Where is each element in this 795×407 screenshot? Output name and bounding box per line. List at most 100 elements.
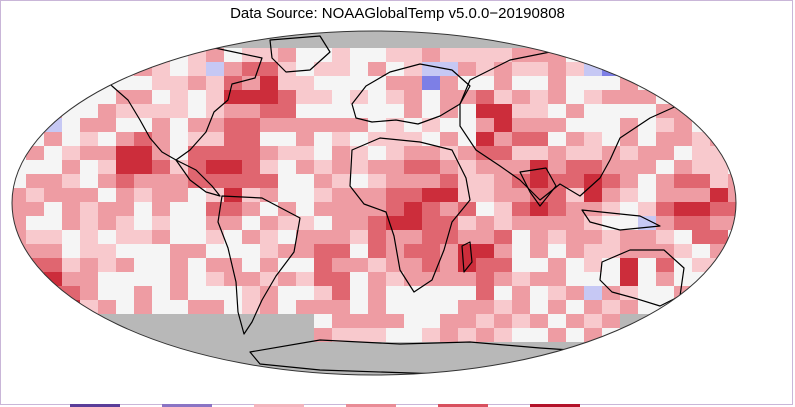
grid-cell: [152, 104, 171, 119]
grid-cell: [26, 146, 45, 161]
grid-cell: [206, 216, 225, 231]
grid-cell: [620, 272, 639, 287]
grid-cell: [674, 34, 693, 49]
grid-cell: [494, 230, 513, 245]
grid-cell: [62, 342, 81, 357]
grid-cell: [404, 314, 423, 329]
grid-cell: [188, 370, 207, 375]
grid-cell: [188, 146, 207, 161]
grid-cell: [242, 216, 261, 231]
grid-cell: [620, 174, 639, 189]
grid-cell: [278, 48, 297, 63]
south-america-outline: [217, 195, 301, 335]
grid-cell: [206, 62, 225, 77]
grid-cell: [656, 230, 675, 245]
grid-cell: [44, 258, 63, 273]
grid-cell: [296, 314, 315, 329]
grid-cell: [152, 286, 171, 301]
grid-cell: [350, 356, 369, 371]
grid-cell: [170, 34, 189, 49]
grid-cell: [602, 370, 621, 375]
grid-cell: [548, 146, 567, 161]
grid-cell: [620, 244, 639, 259]
grid-cell: [98, 48, 117, 63]
grid-cell: [80, 370, 99, 375]
grid-cell: [548, 48, 567, 63]
grid-cell: [80, 328, 99, 343]
grid-cell: [278, 216, 297, 231]
grid-cell: [12, 300, 27, 315]
grid-cell: [98, 188, 117, 203]
grid-cell: [728, 90, 736, 105]
grid-cell: [404, 174, 423, 189]
grid-cell: [80, 160, 99, 175]
grid-cell: [152, 48, 171, 63]
india-outline: [519, 167, 557, 207]
grid-cell: [296, 160, 315, 175]
grid-cell: [386, 118, 405, 133]
grid-cell: [458, 174, 477, 189]
grid-cell: [728, 328, 736, 343]
grid-cell: [332, 31, 351, 35]
grid-cell: [152, 160, 171, 175]
grid-cell: [368, 216, 387, 231]
grid-cell: [170, 370, 189, 375]
grid-cell: [476, 300, 495, 315]
grid-cell: [566, 216, 585, 231]
grid-cell: [12, 286, 27, 301]
grid-cell: [260, 31, 279, 35]
grid-cell: [584, 118, 603, 133]
grid-cell: [278, 272, 297, 287]
grid-cell: [458, 258, 477, 273]
grid-cell: [602, 48, 621, 63]
grid-cell: [350, 258, 369, 273]
grid-cell: [458, 62, 477, 77]
grid-cell: [548, 300, 567, 315]
grid-cell: [62, 132, 81, 147]
grid-cell: [566, 146, 585, 161]
grid-cell: [368, 118, 387, 133]
grid-cell: [116, 104, 135, 119]
grid-cell: [584, 342, 603, 357]
grid-cell: [530, 328, 549, 343]
grid-cell: [296, 48, 315, 63]
grid-cell: [134, 202, 153, 217]
grid-cell: [566, 230, 585, 245]
grid-cell: [152, 258, 171, 273]
grid-cell: [44, 370, 63, 375]
grid-cell: [170, 202, 189, 217]
grid-cell: [134, 34, 153, 49]
legend-swatch: [162, 404, 212, 407]
grid-cell: [206, 370, 225, 375]
grid-cell: [206, 328, 225, 343]
grid-cell: [314, 356, 333, 371]
grid-cell: [350, 300, 369, 315]
grid-cell: [404, 328, 423, 343]
grid-cell: [278, 258, 297, 273]
grid-cell: [44, 104, 63, 119]
grid-cell: [296, 356, 315, 371]
grid-cell: [458, 286, 477, 301]
grid-cell: [422, 244, 441, 259]
grid-cell: [26, 272, 45, 287]
grid-cell: [80, 216, 99, 231]
grid-cell: [332, 188, 351, 203]
grid-cell: [638, 104, 657, 119]
grid-cell: [242, 342, 261, 357]
grid-cell: [314, 90, 333, 105]
grid-cell: [206, 314, 225, 329]
grid-cell: [674, 48, 693, 63]
grid-cell: [98, 174, 117, 189]
grid-cell: [440, 356, 459, 371]
grid-cell: [188, 258, 207, 273]
grid-cell: [152, 34, 171, 49]
grid-cell: [512, 202, 531, 217]
grid-cell: [26, 188, 45, 203]
grid-cell: [296, 328, 315, 343]
grid-cell: [458, 272, 477, 287]
grid-cell: [188, 328, 207, 343]
grid-cell: [170, 300, 189, 315]
grid-cell: [332, 118, 351, 133]
grid-cell: [26, 244, 45, 259]
grid-cell: [44, 31, 63, 35]
